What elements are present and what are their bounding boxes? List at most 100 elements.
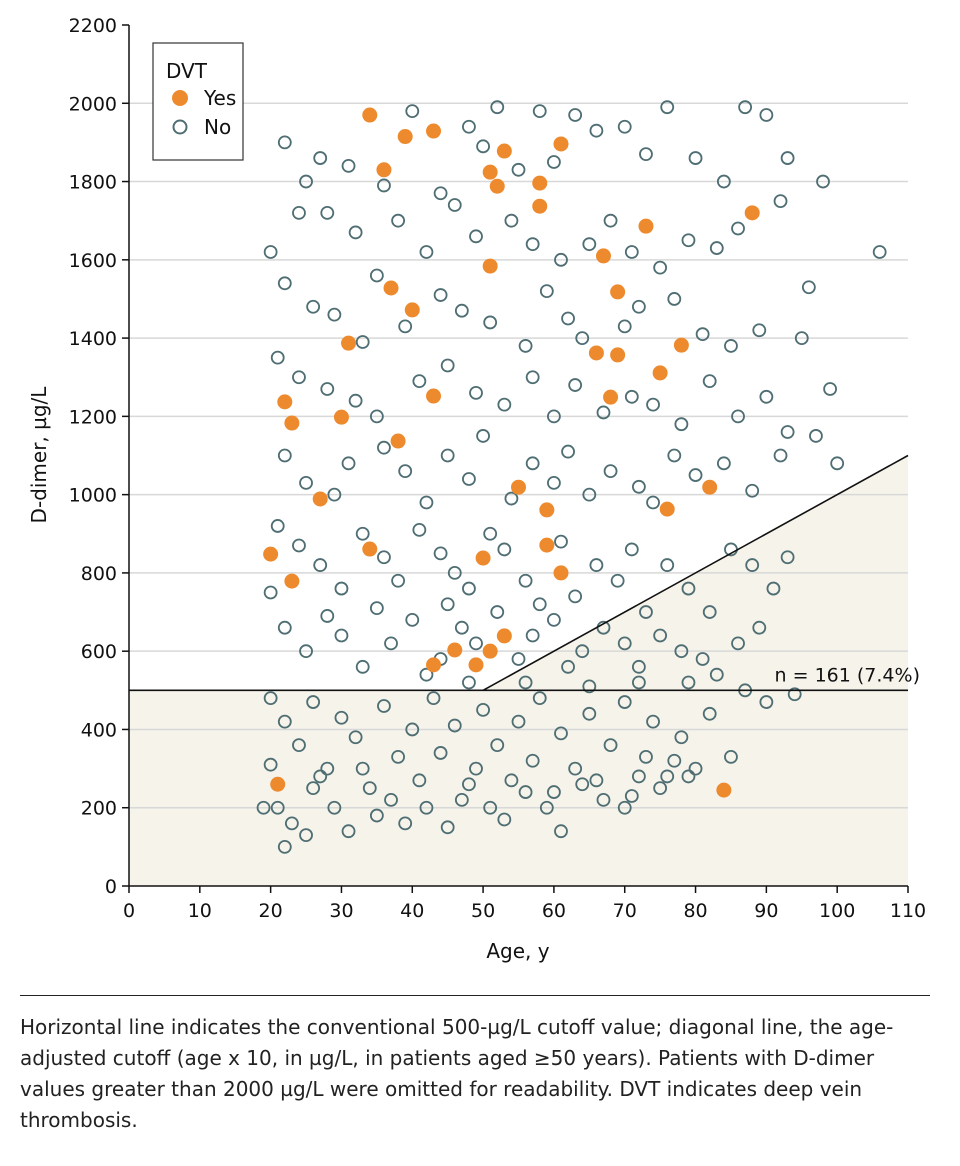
- point-no: [745, 558, 760, 572]
- point-no: [617, 695, 632, 709]
- point-no: [511, 162, 526, 177]
- point-no: [504, 491, 519, 506]
- point-no: [759, 108, 774, 122]
- point-no: [667, 448, 682, 463]
- point-no: [504, 773, 519, 788]
- point-yes: [362, 107, 378, 123]
- y-tick-label: 2200: [69, 15, 117, 37]
- point-no: [306, 299, 321, 314]
- point-no: [688, 468, 703, 482]
- series-no: [256, 100, 887, 854]
- point-no: [624, 245, 639, 259]
- y-axis-label: D-dimer, µg/L: [27, 386, 51, 524]
- point-no: [320, 609, 335, 623]
- point-no: [568, 589, 583, 604]
- point-no: [292, 370, 306, 385]
- point-no: [554, 252, 568, 267]
- point-no: [575, 331, 590, 345]
- point-no: [462, 777, 476, 792]
- point-yes: [532, 198, 548, 214]
- point-no: [639, 605, 653, 619]
- point-no: [596, 405, 611, 420]
- point-yes: [312, 491, 328, 507]
- point-no: [405, 104, 420, 118]
- point-no: [306, 781, 321, 796]
- x-tick-label: 20: [259, 900, 283, 922]
- point-yes: [390, 433, 406, 449]
- point-yes: [716, 782, 732, 798]
- point-no: [292, 738, 306, 753]
- point-no: [582, 679, 597, 694]
- point-no: [752, 323, 767, 338]
- point-no: [412, 522, 427, 537]
- point-no: [646, 495, 660, 510]
- point-no: [653, 628, 668, 643]
- point-no: [561, 311, 575, 326]
- point-yes: [511, 479, 526, 495]
- point-yes: [397, 129, 413, 145]
- point-no: [532, 104, 547, 118]
- point-no: [398, 319, 413, 334]
- point-no: [405, 612, 420, 627]
- point-no: [412, 773, 427, 788]
- legend-no-marker: [172, 119, 188, 135]
- point-no: [348, 730, 363, 745]
- point-no: [377, 440, 391, 455]
- point-no: [631, 659, 646, 674]
- point-no: [284, 816, 299, 831]
- point-no: [419, 495, 434, 510]
- point-no: [631, 769, 646, 784]
- figure-caption: Horizontal line indicates the convention…: [20, 1015, 894, 1132]
- point-no: [589, 558, 604, 572]
- point-no: [674, 730, 689, 745]
- point-no: [355, 761, 370, 776]
- point-no: [263, 245, 278, 259]
- point-yes: [553, 136, 569, 152]
- point-no: [454, 793, 469, 807]
- point-no: [624, 789, 639, 803]
- point-no: [702, 605, 717, 619]
- point-no: [716, 174, 731, 189]
- point-no: [483, 526, 498, 541]
- x-tick-label: 0: [123, 900, 135, 922]
- point-no: [440, 820, 455, 835]
- point-no: [575, 777, 590, 792]
- point-no: [830, 456, 845, 471]
- point-no: [490, 100, 505, 115]
- point-no: [462, 581, 476, 596]
- point-no: [525, 753, 540, 768]
- point-no: [617, 800, 632, 815]
- point-no: [589, 123, 604, 138]
- y-tick-label: 200: [81, 798, 117, 820]
- point-no: [334, 710, 349, 725]
- point-no: [462, 119, 476, 134]
- point-yes: [383, 280, 399, 296]
- point-no: [447, 718, 462, 733]
- point-no: [341, 456, 356, 471]
- x-tick-label: 30: [329, 900, 353, 922]
- point-no: [709, 667, 724, 682]
- point-yes: [376, 162, 392, 178]
- point-no: [511, 714, 526, 729]
- point-no: [766, 581, 781, 596]
- point-yes: [333, 409, 349, 425]
- point-no: [306, 695, 321, 709]
- point-no: [462, 472, 476, 486]
- point-no: [313, 558, 328, 572]
- point-no: [462, 675, 476, 690]
- point-no: [419, 245, 434, 259]
- point-no: [745, 483, 760, 498]
- point-no: [681, 769, 696, 784]
- point-no: [391, 213, 406, 228]
- point-no: [355, 335, 370, 349]
- point-no: [731, 636, 745, 651]
- point-no: [631, 479, 646, 494]
- y-tick-label: 600: [81, 641, 117, 663]
- point-no: [653, 781, 668, 796]
- point-no: [440, 448, 455, 463]
- legend-box: [152, 42, 244, 161]
- point-no: [263, 691, 278, 706]
- y-tick-label: 1000: [69, 485, 117, 507]
- y-tick-label: 1800: [69, 172, 117, 194]
- point-no: [469, 636, 483, 651]
